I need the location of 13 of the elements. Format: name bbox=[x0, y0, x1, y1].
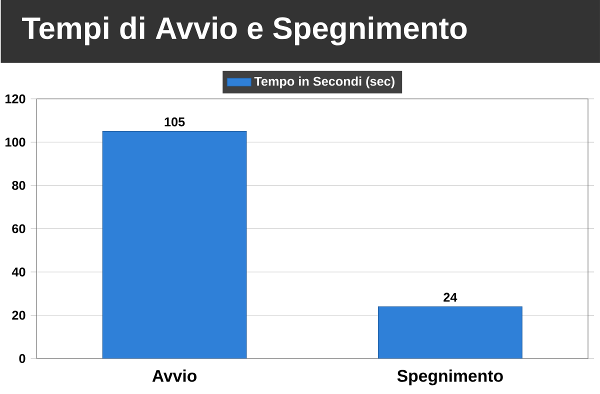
data-label: 105 bbox=[164, 117, 185, 126]
y-tick-label: 100 bbox=[5, 137, 26, 146]
y-tick-label: 0 bbox=[19, 354, 26, 363]
y-tick-label: 60 bbox=[12, 224, 26, 233]
y-tick-label: 40 bbox=[12, 267, 26, 276]
data-label: 24 bbox=[444, 292, 458, 302]
x-tick-label: Avvio bbox=[152, 369, 196, 382]
legend-label: Tempo in Secondi (sec) bbox=[254, 76, 394, 88]
chart-title: Tempi di Avvio e Spegnimento bbox=[22, 16, 467, 46]
y-tick-label: 120 bbox=[5, 94, 26, 104]
y-tick-label: 80 bbox=[12, 180, 26, 190]
x-tick-label: Spegnimento bbox=[397, 369, 503, 386]
y-tick-label: 20 bbox=[12, 310, 26, 320]
